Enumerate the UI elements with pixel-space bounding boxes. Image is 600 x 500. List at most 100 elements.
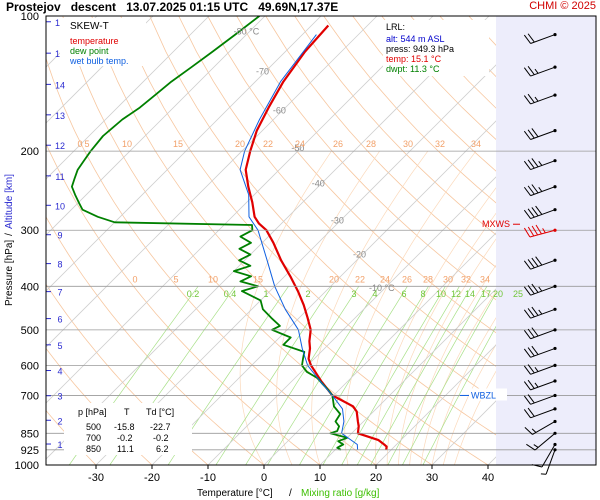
isotherm-line: [46, 16, 266, 236]
wind-barb-feather: [523, 286, 531, 296]
adiabat-label: 5: [173, 274, 178, 284]
wind-barb-feather: [531, 184, 539, 194]
lrl-pressure: press: 949.3 hPa: [386, 44, 454, 54]
wind-barb-feather: [524, 426, 533, 435]
isotherm-label: -40: [312, 179, 325, 189]
altitude-tick-label: 12: [55, 141, 65, 151]
wind-barb-feather: [527, 185, 535, 195]
altitude-tick-label: 7: [57, 288, 62, 298]
legend-item-temperature: temperature: [70, 36, 119, 46]
mixing-ratio-label: 6: [401, 289, 406, 299]
wind-barb-half-feather: [531, 428, 537, 433]
table-cell: -0.2: [117, 433, 133, 443]
sounding-mode: descent: [70, 0, 117, 14]
adiabat-label: 24: [380, 274, 390, 284]
isotherm-line: [319, 288, 496, 465]
wind-barb-feather: [526, 443, 536, 451]
wind-barb-station: [553, 407, 557, 411]
wind-barb: [523, 393, 557, 405]
wind-barb-feather: [527, 364, 535, 374]
altitude-tick-label: 6: [57, 315, 62, 325]
mixing-ratio-label: 10: [436, 289, 446, 299]
y-axis-label-pressure: Pressure [hPa]: [4, 240, 15, 306]
wind-barb-half-feather: [542, 228, 546, 234]
wind-barb-feather: [531, 257, 539, 267]
dry-adiabat: [294, 16, 496, 236]
adiabat-label: 15: [253, 274, 263, 284]
wind-barb-staff: [530, 94, 556, 105]
isotherm-label: -50: [291, 143, 304, 153]
temperature-tick-label: -20: [144, 472, 160, 484]
wind-barb-feather: [535, 205, 543, 215]
wind-panel-background: [496, 16, 596, 465]
wind-barb-half-feather: [534, 68, 539, 74]
dew-point-line: [71, 16, 349, 451]
adiabat-label: 26: [333, 139, 343, 149]
x-axis-title: Temperature [°C] / Mixing ratio [g/kg]: [197, 488, 380, 499]
wind-barb-half-feather: [534, 367, 539, 372]
table-cell: -22.7: [150, 422, 171, 432]
mixing-ratio-label: 1: [263, 289, 268, 299]
wind-barb-staff: [530, 347, 556, 358]
adiabat-label: 0: [132, 274, 137, 284]
chart-title: Prostejov descent 13.07.2025 01:15 UTC 4…: [6, 0, 338, 14]
isotherm-line: [207, 176, 496, 465]
pressure-tick-label: 700: [21, 390, 39, 402]
x-axis-label-separator: /: [289, 488, 292, 499]
lrl-dewpoint: dwpt: 11.3 °C: [386, 64, 440, 74]
mixing-ratio-label: 2: [305, 289, 310, 299]
pressure-tick-label: 200: [21, 146, 39, 158]
wind-barb-staff: [530, 380, 556, 391]
wind-barb-feather: [527, 33, 535, 43]
adiabat-label: 32: [461, 274, 471, 284]
mixing-ratio-label: 3: [351, 289, 356, 299]
wind-barb-feather: [527, 379, 535, 389]
altitude-tick-label: 9: [57, 231, 62, 241]
wind-barb-feather: [531, 306, 539, 316]
table-cell: 700: [86, 433, 101, 443]
adiabat-label: 5: [84, 139, 89, 149]
wind-barb: [523, 205, 557, 220]
y-axis-label-altitude: Altitude [km]: [4, 174, 15, 229]
table-header-td: Td [°C]: [146, 407, 174, 417]
wind-barb-staff: [530, 394, 556, 405]
isotherm-line: [263, 232, 496, 465]
wind-barb-station: [553, 448, 557, 452]
wind-barb-feather: [527, 208, 535, 218]
wind-barb-feather: [527, 285, 535, 295]
wind-barb-staff: [529, 229, 556, 238]
svg-text:Pressure [hPa]/Altitude [km]: Pressure [hPa] / Altitude [km]: [4, 174, 15, 306]
wind-barb-station: [553, 363, 557, 367]
wind-barb-feather: [523, 209, 531, 219]
altitude-tick-label: 11: [55, 172, 64, 182]
adiabat-label: 20: [235, 139, 245, 149]
adiabat-label: 10: [208, 274, 218, 284]
altitude-tick-label: 13: [55, 111, 65, 121]
dry-adiabat: [207, 16, 496, 334]
altitude-tick-label: 14: [55, 80, 65, 90]
adiabat-label: 34: [471, 139, 481, 149]
wind-barb-station: [553, 393, 557, 398]
legend-title: SKEW-T: [70, 21, 109, 32]
lrl-temperature: temp: 15.1 °C: [386, 54, 442, 64]
wind-barb-staff: [541, 444, 556, 468]
dry-adiabat: [236, 16, 496, 301]
wind-barb: [523, 407, 557, 419]
isotherm-line: [46, 16, 154, 124]
table-cell: 500: [86, 422, 101, 432]
wind-barb-feather: [523, 186, 531, 196]
wind-barb-staff: [530, 285, 556, 296]
wind-barb-feather: [523, 160, 531, 170]
wind-barb-feather: [523, 348, 531, 358]
wind-barb-feather: [527, 129, 535, 139]
wind-barb: [523, 65, 557, 77]
table-header-p: p [hPa]: [78, 407, 107, 417]
adiabat-label: 28: [366, 139, 376, 149]
wind-barb-feather: [523, 34, 531, 44]
wind-barb-feather: [523, 67, 531, 77]
wind-barb-half-feather: [534, 382, 539, 388]
mixing-ratio-label: 0.2: [187, 289, 200, 299]
wind-barb-half-feather: [538, 160, 543, 166]
wind-barb-station: [553, 129, 557, 133]
wind-barb-feather: [523, 381, 531, 391]
